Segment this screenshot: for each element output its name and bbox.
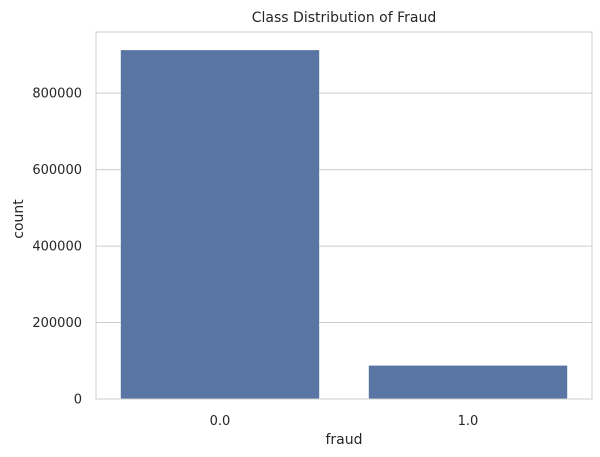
x-axis-ticks: 0.0 1.0 <box>210 414 479 429</box>
x-tick-label: 1.0 <box>458 414 479 429</box>
y-axis-label: count <box>11 199 27 239</box>
x-tick-label: 0.0 <box>210 414 231 429</box>
y-axis-ticks: 0 200000 400000 600000 800000 <box>32 87 82 408</box>
y-tick-label: 800000 <box>32 87 82 102</box>
y-tick-label: 600000 <box>32 163 82 178</box>
x-axis-label: fraud <box>325 432 362 448</box>
bar <box>368 365 568 399</box>
y-tick-label: 400000 <box>32 240 82 255</box>
chart-title: Class Distribution of Fraud <box>252 10 436 26</box>
y-tick-label: 0 <box>74 393 82 408</box>
bar <box>120 50 320 400</box>
plot-frame <box>95 31 593 400</box>
plot-border <box>95 31 593 400</box>
y-tick-label: 200000 <box>32 316 82 331</box>
bars <box>120 50 568 400</box>
